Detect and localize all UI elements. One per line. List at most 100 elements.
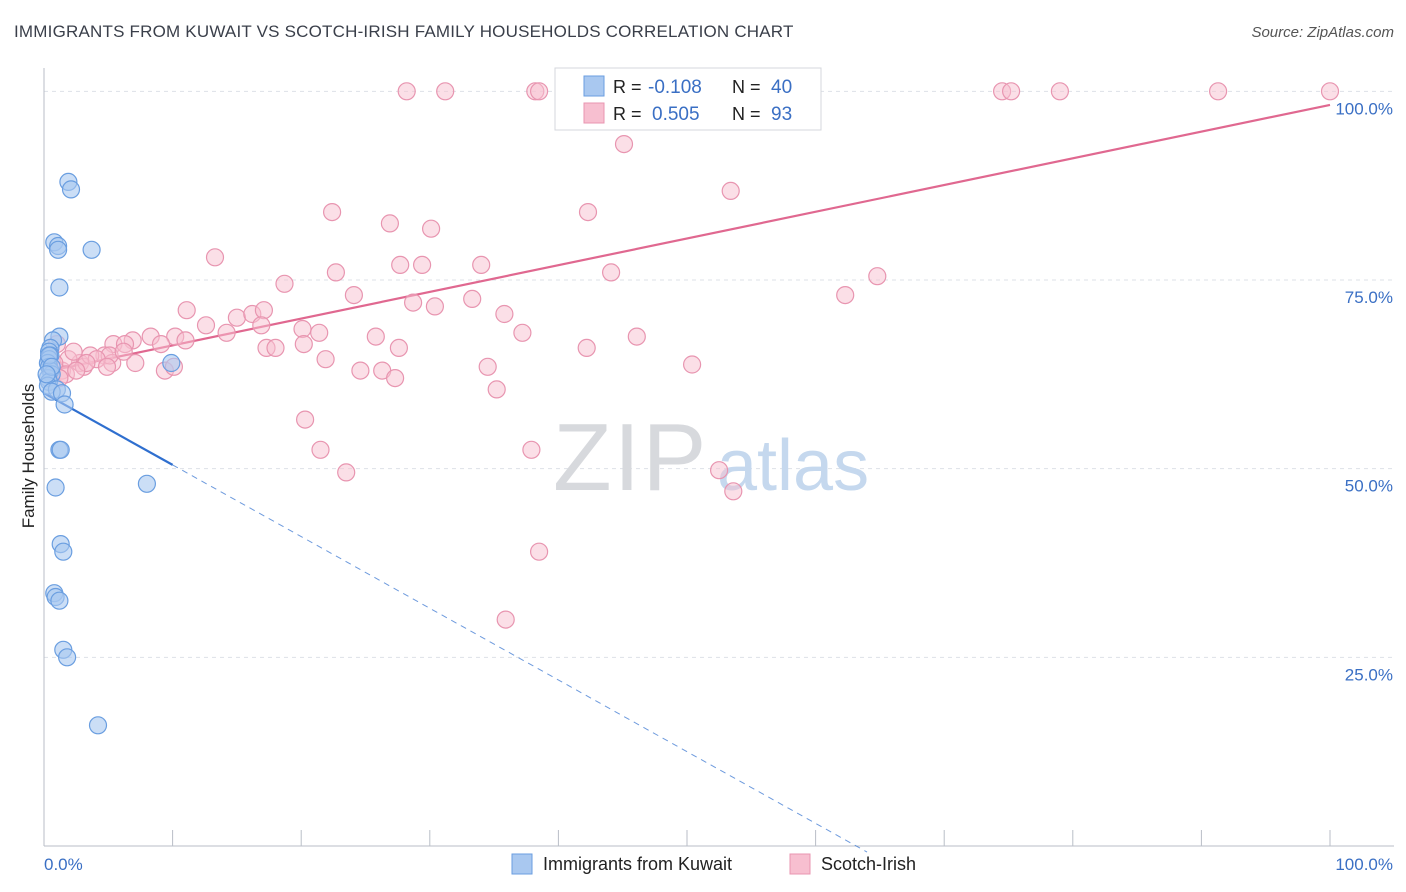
point-scotch-irish — [64, 342, 83, 361]
points-layer — [37, 82, 1340, 735]
x-tick-marks — [43, 830, 1331, 846]
point-scotch-irish — [126, 353, 145, 373]
point-scotch-irish — [254, 301, 273, 320]
trend-line-scotch-irish — [43, 103, 1331, 374]
watermark-zip: ZIP — [553, 404, 708, 511]
point-scotch-irish — [344, 286, 363, 305]
legend-r-value-scotch-irish: 0.505 — [652, 104, 700, 125]
point-scotch-irish — [337, 463, 356, 482]
legend-n-label-kuwait: N = — [732, 77, 761, 97]
point-kuwait — [48, 240, 68, 259]
point-scotch-irish — [351, 361, 370, 380]
point-kuwait — [82, 240, 101, 259]
point-kuwait — [55, 395, 74, 414]
point-scotch-irish — [513, 323, 532, 342]
legend-n-value-scotch-irish: 93 — [771, 104, 792, 125]
point-scotch-irish — [316, 350, 335, 369]
point-scotch-irish — [196, 316, 216, 335]
legend-bottom-label-kuwait: Immigrants from Kuwait — [543, 854, 732, 874]
legend-n-label-scotch-irish: N = — [732, 104, 761, 124]
watermark-atlas: atlas — [717, 426, 869, 506]
point-scotch-irish — [836, 286, 855, 305]
point-scotch-irish — [487, 380, 506, 399]
legend-bottom: Immigrants from Kuwait Scotch-Irish — [511, 853, 916, 875]
point-scotch-irish — [323, 203, 342, 222]
point-scotch-irish — [495, 304, 514, 324]
y-tick-label: 75.0% — [1345, 288, 1393, 307]
point-scotch-irish — [326, 263, 345, 282]
point-scotch-irish — [522, 440, 541, 459]
point-scotch-irish — [709, 461, 729, 480]
point-scotch-irish — [1050, 82, 1070, 101]
point-scotch-irish — [404, 293, 423, 312]
point-kuwait — [61, 180, 81, 199]
y-tick-label: 50.0% — [1345, 477, 1393, 496]
point-scotch-irish — [391, 255, 410, 274]
point-scotch-irish — [724, 482, 743, 501]
point-scotch-irish — [422, 219, 441, 238]
legend-r-label-scotch-irish: R = — [613, 104, 642, 124]
y-tick-label: 25.0% — [1345, 665, 1393, 684]
point-scotch-irish — [217, 323, 236, 342]
point-scotch-irish — [627, 327, 646, 346]
point-scotch-irish — [496, 610, 515, 629]
grid-layer — [44, 90, 1394, 658]
point-scotch-irish — [577, 338, 596, 357]
point-scotch-irish — [478, 357, 497, 376]
point-scotch-irish — [177, 301, 196, 320]
point-scotch-irish — [252, 316, 271, 335]
legend-bottom-swatch-scotch-irish — [789, 853, 811, 875]
chart-title: IMMIGRANTS FROM KUWAIT VS SCOTCH-IRISH F… — [14, 22, 794, 41]
point-scotch-irish — [472, 255, 491, 274]
point-kuwait — [162, 353, 181, 373]
legend-n-value-kuwait: 40 — [771, 77, 792, 98]
point-scotch-irish — [1208, 82, 1228, 101]
point-kuwait — [50, 591, 69, 610]
point-scotch-irish — [266, 338, 285, 357]
point-kuwait — [51, 440, 70, 459]
legend-swatch-kuwait — [583, 75, 605, 97]
point-scotch-irish — [578, 203, 598, 222]
point-kuwait — [88, 716, 108, 735]
legend-swatch-scotch-irish — [583, 102, 605, 124]
source-label: Source: ZipAtlas.com — [1251, 24, 1394, 41]
point-scotch-irish — [1320, 82, 1340, 101]
point-scotch-irish — [227, 308, 246, 327]
point-scotch-irish — [205, 248, 225, 267]
point-scotch-irish — [721, 181, 740, 200]
y-tick-labels: 25.0% 50.0% 75.0% 100.0% — [1335, 99, 1393, 684]
x-tick-label-min: 0.0% — [44, 855, 83, 874]
point-scotch-irish — [463, 289, 482, 308]
point-scotch-irish — [868, 267, 887, 286]
point-scotch-irish — [380, 214, 399, 233]
point-scotch-irish — [425, 297, 444, 316]
point-scotch-irish — [275, 274, 294, 293]
point-scotch-irish — [151, 335, 171, 354]
point-kuwait — [57, 648, 77, 667]
y-tick-label: 100.0% — [1335, 99, 1393, 118]
point-kuwait — [50, 278, 69, 297]
point-scotch-irish — [114, 342, 133, 361]
trend-line-kuwait-extension — [172, 464, 868, 853]
point-scotch-irish — [310, 323, 329, 342]
legend-r-value-kuwait: -0.108 — [648, 77, 702, 98]
point-scotch-irish — [366, 327, 385, 346]
point-scotch-irish — [413, 255, 432, 274]
point-scotch-irish — [614, 135, 634, 154]
point-scotch-irish — [67, 361, 86, 380]
point-scotch-irish — [176, 331, 195, 350]
y-axis-label: Family Households — [19, 384, 38, 529]
point-scotch-irish — [601, 263, 621, 282]
legend-top: R = -0.108 N = 40 R = 0.505 N = 93 — [554, 67, 822, 131]
point-scotch-irish — [529, 542, 549, 561]
point-scotch-irish — [682, 355, 702, 374]
point-scotch-irish — [296, 410, 315, 429]
point-scotch-irish — [386, 369, 405, 388]
legend-bottom-swatch-kuwait — [511, 853, 533, 875]
point-scotch-irish — [311, 440, 330, 459]
x-tick-label-max: 100.0% — [1335, 855, 1393, 874]
point-scotch-irish — [389, 338, 408, 357]
point-scotch-irish — [1001, 82, 1021, 101]
